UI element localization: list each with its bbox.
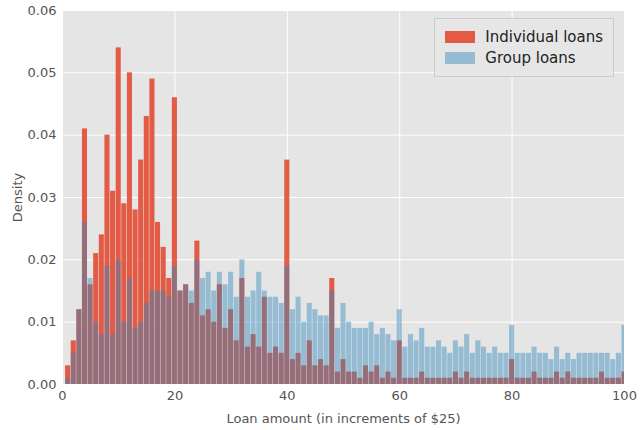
svg-text:60: 60 — [391, 388, 408, 403]
svg-text:0.00: 0.00 — [28, 377, 57, 392]
svg-text:0.05: 0.05 — [28, 65, 57, 80]
svg-text:20: 20 — [167, 388, 184, 403]
html-text:Individual loans: Individual loans — [485, 28, 603, 46]
svg-text:40: 40 — [279, 388, 296, 403]
svg-text:0: 0 — [58, 388, 66, 403]
svg-text:0.04: 0.04 — [28, 127, 57, 142]
html-text:Group loans: Group loans — [485, 49, 576, 67]
svg-text:80: 80 — [504, 388, 521, 403]
svg-text:0.01: 0.01 — [28, 314, 57, 329]
svg-text:0.06: 0.06 — [28, 3, 57, 18]
svg-text:Loan amount (in increments of: Loan amount (in increments of $25) — [226, 411, 460, 426]
svg-text:100: 100 — [612, 388, 637, 403]
svg-text:0.03: 0.03 — [28, 190, 57, 205]
svg-text:0.02: 0.02 — [28, 252, 57, 267]
svg-text:Density: Density — [10, 172, 25, 222]
